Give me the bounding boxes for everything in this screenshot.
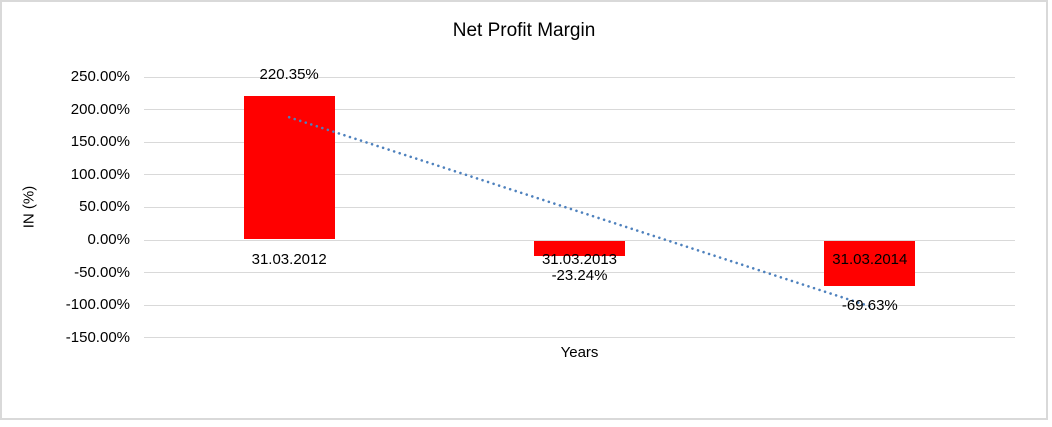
y-tick-label: -150.00% xyxy=(65,328,130,346)
y-tick-label: 0.00% xyxy=(87,231,130,248)
trendline xyxy=(287,115,872,308)
gridline xyxy=(144,109,1015,111)
data-label: 220.35% xyxy=(259,65,319,83)
bar xyxy=(243,95,335,240)
y-tick-label: 200.00% xyxy=(70,100,130,118)
data-label: -23.24% xyxy=(551,266,608,284)
y-tick-label: 250.00% xyxy=(70,68,130,85)
x-axis-title: Years xyxy=(560,344,599,361)
chart-frame: Net Profit Margin IN (%) Years 250.00% 20… xyxy=(0,0,1048,420)
y-tick-label: -50.00% xyxy=(74,263,130,281)
y-tick-label: 50.00% xyxy=(79,198,130,216)
y-tick-label: 100.00% xyxy=(70,165,130,183)
y-tick-label: -100.00% xyxy=(65,296,130,314)
category-label: 31.03.2012 xyxy=(251,251,327,268)
data-label: -69.63% xyxy=(841,296,898,314)
y-tick-label: 150.00% xyxy=(70,133,130,151)
gridline xyxy=(144,337,1015,339)
chart-title: Net Profit Margin xyxy=(452,20,596,41)
gridline xyxy=(144,76,1015,78)
category-label: 31.03.2014 xyxy=(832,251,908,268)
plot-area: 250.00% 200.00% 150.00% 100.00% 50.00% 0.00% -… xyxy=(2,2,1046,418)
category-label: 31.03.2013 xyxy=(541,251,618,268)
